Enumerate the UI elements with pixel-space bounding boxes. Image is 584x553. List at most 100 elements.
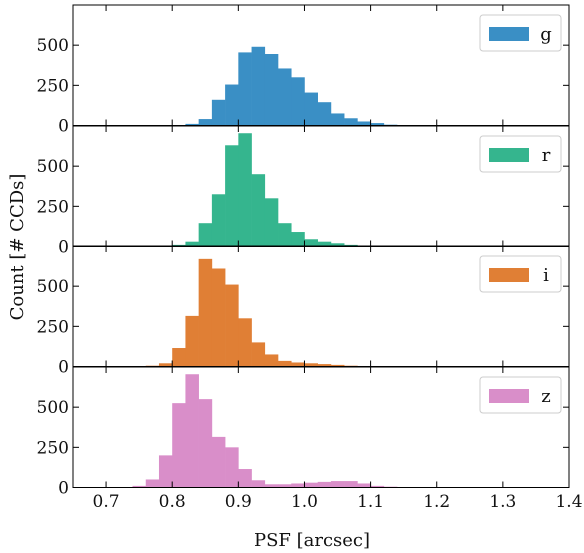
bar-r-5 (238, 133, 252, 247)
y-tick-label-i-2: 500 (37, 277, 69, 297)
bar-g-8 (291, 77, 305, 126)
legend-swatch-g (489, 27, 529, 41)
bar-z-8 (238, 469, 252, 488)
bar-i-2 (172, 348, 186, 367)
panel-g: 0 250 500 g (37, 4, 570, 137)
legend-label-i: i (543, 265, 549, 286)
bar-i-7 (238, 318, 252, 367)
panel-i: 0 250 500 i (37, 245, 570, 378)
legend-swatch-i (489, 268, 529, 282)
bar-z-10 (264, 484, 279, 488)
bar-g-5 (251, 46, 266, 126)
x-tick-label-7: 1.4 (555, 492, 582, 512)
y-tick-label-g-0: 0 (58, 117, 69, 137)
x-tick-label-4: 1.1 (357, 492, 384, 512)
bar-i-1 (158, 363, 173, 367)
y-tick-label-r-1: 250 (37, 197, 69, 217)
bar-r-1 (185, 241, 199, 247)
bar-z-17 (357, 483, 371, 488)
bar-i-6 (225, 284, 239, 367)
bar-z-12 (291, 483, 305, 488)
y-tick-label-g-1: 250 (37, 76, 69, 96)
panel-frame-z (72, 366, 570, 488)
bar-r-8 (278, 223, 292, 247)
bar-z-4 (185, 374, 199, 488)
bar-z-7 (225, 447, 239, 488)
legend-g: g (479, 14, 562, 52)
bar-g-13 (357, 121, 371, 126)
bar-r-10 (304, 239, 318, 247)
legend-z: z (479, 376, 562, 414)
bar-g-11 (330, 113, 345, 126)
bar-g-4 (238, 52, 252, 126)
bar-i-3 (185, 315, 199, 367)
bar-i-9 (264, 354, 279, 367)
bar-z-16 (344, 481, 358, 488)
y-tick-label-g-2: 500 (37, 36, 69, 56)
legend-r: r (479, 135, 562, 173)
bar-z-5 (198, 399, 213, 488)
bar-z-9 (251, 480, 266, 488)
legend-label-r: r (542, 145, 551, 166)
bar-r-6 (251, 174, 266, 247)
bar-z-2 (158, 455, 173, 488)
x-tick-label-0: 0.7 (93, 492, 120, 512)
y-tick-label-z-2: 500 (37, 398, 69, 418)
bar-r-4 (225, 145, 239, 247)
bar-g-14 (370, 123, 385, 126)
bar-r-7 (264, 198, 279, 247)
legend-swatch-z (489, 389, 529, 403)
bar-g-9 (304, 92, 318, 126)
bar-z-18 (370, 485, 385, 488)
bar-z-15 (330, 481, 345, 488)
panels-layer: 0 250 500 g 0 250 500 r 0 250 500 i 0 250 500 z (37, 4, 570, 499)
bar-g-10 (317, 102, 332, 126)
bar-i-8 (251, 342, 266, 367)
bar-r-12 (330, 243, 345, 247)
x-tick-label-1: 0.8 (159, 492, 186, 512)
bar-i-13 (317, 364, 332, 367)
bar-r-11 (317, 241, 332, 247)
bar-g-6 (264, 54, 279, 126)
legend-i: i (479, 255, 562, 293)
bar-z-3 (172, 403, 186, 488)
bar-g-12 (344, 118, 358, 126)
bar-g-0 (185, 123, 199, 126)
y-tick-label-z-0: 0 (58, 479, 69, 499)
x-tick-labels: 0.7 0.8 0.9 1.0 1.1 1.2 1.3 1.4 (93, 492, 583, 512)
y-tick-label-r-2: 500 (37, 157, 69, 177)
bar-g-3 (225, 84, 239, 126)
panel-z: 0 250 500 z (37, 366, 570, 499)
bar-r-9 (291, 232, 305, 247)
y-tick-label-i-0: 0 (58, 358, 69, 378)
y-axis-label: Count [# CCDs] (7, 174, 28, 321)
bar-z-6 (211, 436, 226, 488)
bar-g-2 (211, 99, 226, 126)
panel-r: 0 250 500 r (37, 125, 570, 258)
bar-i-10 (278, 360, 292, 367)
bar-r-2 (198, 223, 213, 247)
x-tick-label-6: 1.3 (489, 492, 516, 512)
bar-z-0 (132, 485, 147, 488)
bar-z-13 (304, 482, 318, 488)
y-tick-label-z-1: 250 (37, 438, 69, 458)
legend-swatch-r (489, 148, 529, 162)
y-tick-label-i-1: 250 (37, 317, 69, 337)
bar-i-5 (211, 268, 226, 367)
y-tick-label-r-0: 0 (58, 238, 69, 258)
x-tick-label-5: 1.2 (423, 492, 450, 512)
x-tick-label-3: 1.0 (291, 492, 318, 512)
bar-i-11 (291, 362, 305, 367)
bar-r-3 (211, 194, 226, 247)
bar-i-12 (304, 363, 318, 367)
bar-z-14 (317, 481, 332, 488)
x-tick-label-2: 0.9 (225, 492, 252, 512)
bar-g-7 (278, 68, 292, 126)
legend-label-z: z (541, 386, 550, 407)
bar-z-1 (145, 479, 160, 488)
bar-i-4 (198, 258, 213, 367)
x-axis-label: PSF [arcsec] (254, 530, 370, 551)
legend-label-g: g (540, 24, 552, 45)
bar-z-11 (278, 484, 292, 488)
